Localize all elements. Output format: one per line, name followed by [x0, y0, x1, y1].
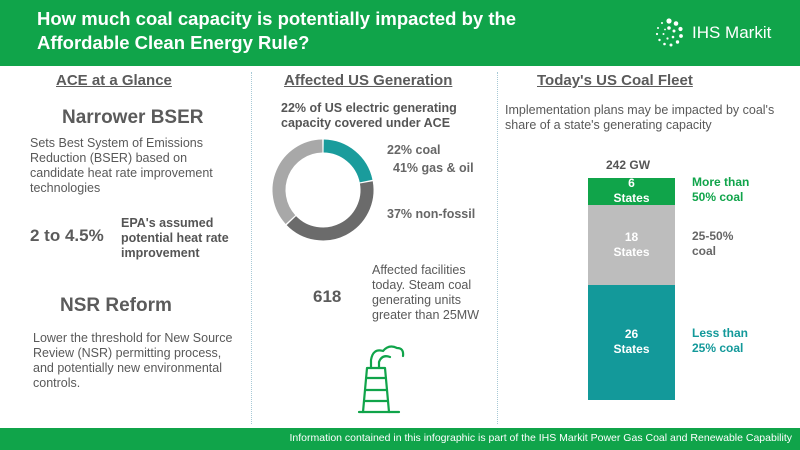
page-title: How much coal capacity is potentially im…: [37, 8, 517, 53]
header-banner: How much coal capacity is potentially im…: [0, 0, 800, 66]
nsr-description: Lower the threshold for New Source Revie…: [33, 331, 233, 390]
generation-subtitle: 22% of US electric generating capacity c…: [281, 101, 457, 130]
facilities-count: 618: [313, 287, 342, 306]
bar-segment-label-3: 26 States: [613, 327, 650, 357]
column-divider-right: [497, 72, 498, 424]
ihs-markit-logo[interactable]: IHS Markit: [652, 16, 787, 50]
bar-segment-1: [588, 178, 675, 205]
bar-segment-2: [588, 204, 675, 285]
total-capacity-label: 242 GW: [606, 158, 651, 172]
bar-segment-label-2: 18 States: [613, 229, 650, 259]
coal-fleet-description: Implementation plans may be impacted by …: [505, 103, 775, 132]
column-divider-left: [251, 72, 252, 424]
bar-segment-3: [588, 284, 675, 400]
bser-heading: Narrower BSER: [62, 107, 204, 128]
footer-banner: Information contained in this infographi…: [0, 428, 800, 450]
footer-text: Information contained in this infographi…: [289, 432, 792, 444]
facilities-description: Affected facilities today. Steam coal ge…: [372, 263, 479, 322]
coal-share-label-1: More than 50% coal: [692, 175, 750, 205]
starburst-logo-icon: [655, 18, 683, 47]
section-title-generation: Affected US Generation: [284, 72, 453, 89]
donut-label-coal: 22% coal: [387, 143, 441, 157]
heat-rate-value: 2 to 4.5%: [30, 226, 104, 245]
power-plant-icon: [357, 345, 405, 414]
logo-text: IHS Markit: [692, 23, 772, 42]
nsr-heading: NSR Reform: [60, 295, 172, 316]
bar-segment-label-1: 6 States: [613, 176, 650, 206]
heat-rate-label: EPA's assumed potential heat rate improv…: [121, 216, 229, 260]
donut-label-gas-oil: 41% gas & oil: [393, 161, 474, 175]
section-title-ace: ACE at a Glance: [56, 72, 172, 89]
donut-slice-coal: [323, 139, 373, 183]
coal-share-label-3: Less than 25% coal: [692, 326, 749, 356]
donut-slice-gas-oil: [286, 181, 374, 241]
coal-share-label-2: 25-50% coal: [692, 228, 734, 258]
bser-description: Sets Best System of Emissions Reduction …: [30, 136, 213, 195]
donut-slice-non-fossil: [272, 139, 323, 225]
section-title-coal-fleet: Today's US Coal Fleet: [537, 72, 693, 89]
donut-label-non-fossil: 37% non-fossil: [387, 207, 475, 221]
capacity-donut-chart: 22% coal 41% gas & oil 37% non-fossil: [272, 139, 475, 241]
